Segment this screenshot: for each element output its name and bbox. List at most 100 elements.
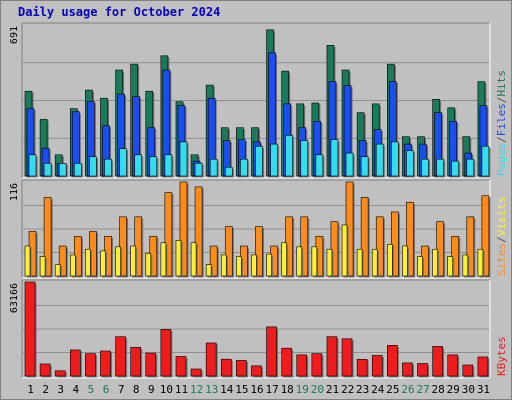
bar-visits — [115, 246, 121, 277]
bar-kbytes — [39, 363, 51, 377]
bar-pages — [345, 152, 354, 177]
bar-pages — [436, 158, 444, 177]
bar-visits — [341, 224, 348, 277]
bar-sites — [255, 226, 263, 277]
bar-visits — [447, 256, 454, 277]
x-tick-label: 30 — [462, 383, 475, 396]
bar-pages — [149, 156, 158, 177]
bar-visits — [477, 248, 484, 277]
bar-kbytes — [326, 336, 338, 377]
bar-kbytes — [115, 336, 126, 377]
legend-pages: Pages — [495, 143, 508, 176]
x-tick-label: 27 — [416, 383, 429, 396]
bar-kbytes — [266, 326, 277, 377]
x-tick-label: 1 — [27, 383, 34, 396]
legend-separator: / — [495, 236, 508, 243]
x-tick-label: 20 — [311, 383, 324, 396]
x-tick-label: 11 — [175, 383, 188, 396]
y-max-label-top: 691 — [9, 26, 20, 44]
x-tick-label: 3 — [57, 383, 64, 396]
bar-sites — [375, 216, 384, 277]
x-tick-label: 28 — [432, 383, 445, 396]
bar-visits — [236, 256, 242, 277]
x-tick-label: 31 — [477, 383, 490, 396]
bar-pages — [406, 150, 414, 177]
bar-sites — [451, 235, 460, 277]
bar-sites — [58, 245, 67, 277]
bar-kbytes — [130, 346, 141, 377]
bar-kbytes — [387, 345, 398, 377]
bar-pages — [300, 140, 309, 177]
bar-kbytes — [402, 362, 413, 377]
bar-kbytes — [175, 356, 187, 377]
bar-pages — [451, 160, 460, 177]
bar-kbytes — [190, 368, 202, 377]
bar-visits — [85, 248, 91, 277]
legend-hits: Hits — [495, 70, 508, 97]
x-tick-label: 15 — [235, 383, 248, 396]
bar-visits — [205, 264, 212, 277]
bar-pages — [89, 156, 97, 177]
bar-visits — [402, 245, 408, 277]
bar-visits — [281, 242, 287, 277]
x-tick-label: 6 — [103, 383, 110, 396]
x-tick-label: 29 — [447, 383, 460, 396]
x-tick-label: 21 — [326, 383, 339, 396]
bar-sites — [119, 216, 127, 277]
legend-top: Pages/Files/Hits — [495, 70, 508, 176]
bar-pages — [255, 145, 263, 177]
bar-visits — [160, 242, 167, 277]
bar-visits — [432, 248, 438, 277]
bar-kbytes — [85, 353, 96, 377]
x-tick-label: 12 — [190, 383, 203, 396]
bar-pages — [164, 154, 173, 177]
bar-visits — [190, 242, 197, 277]
bar-sites — [224, 226, 233, 277]
bar-visits — [371, 248, 378, 277]
x-tick-label: 14 — [220, 383, 234, 396]
bar-visits — [130, 245, 136, 277]
bar-sites — [179, 181, 188, 277]
x-tick-label: 17 — [265, 383, 278, 396]
y-max-label-middle: 116 — [9, 183, 20, 201]
x-tick-label: 9 — [148, 383, 155, 396]
bar-visits — [24, 245, 31, 277]
bar-pages — [240, 158, 248, 177]
legend-bottom: KBytes — [495, 336, 508, 376]
bar-kbytes — [417, 363, 428, 377]
bar-kbytes — [296, 354, 308, 377]
bar-kbytes — [477, 356, 489, 377]
x-tick-label: 25 — [386, 383, 399, 396]
bar-pages — [330, 139, 339, 177]
bar-pages — [73, 163, 82, 177]
y-max-label-bottom: 63166 — [9, 283, 20, 313]
bar-visits — [462, 254, 469, 277]
bar-sites — [194, 186, 203, 277]
bar-pages — [391, 141, 399, 177]
legend-sites: Sites — [495, 243, 508, 276]
bar-visits — [387, 244, 393, 277]
bar-pages — [43, 163, 52, 177]
x-tick-label: 18 — [281, 383, 294, 396]
bar-kbytes — [462, 364, 474, 377]
bar-visits — [251, 254, 257, 277]
bar-pages — [119, 148, 127, 177]
bar-kbytes — [24, 281, 36, 377]
bar-sites — [300, 216, 309, 277]
legend-files: Files — [495, 103, 508, 136]
bar-kbytes — [54, 370, 66, 377]
bar-kbytes — [281, 347, 292, 377]
bar-kbytes — [341, 338, 353, 377]
bar-pages — [421, 158, 429, 177]
bar-kbytes — [100, 350, 111, 377]
bar-pages — [28, 154, 37, 177]
bar-pages — [58, 163, 67, 177]
x-tick-label: 24 — [371, 383, 385, 396]
bar-visits — [311, 246, 318, 277]
bar-pages — [224, 166, 233, 177]
bar-sites — [436, 221, 444, 277]
bar-visits — [100, 250, 106, 277]
bar-visits — [175, 240, 182, 277]
bar-sites — [406, 201, 414, 277]
